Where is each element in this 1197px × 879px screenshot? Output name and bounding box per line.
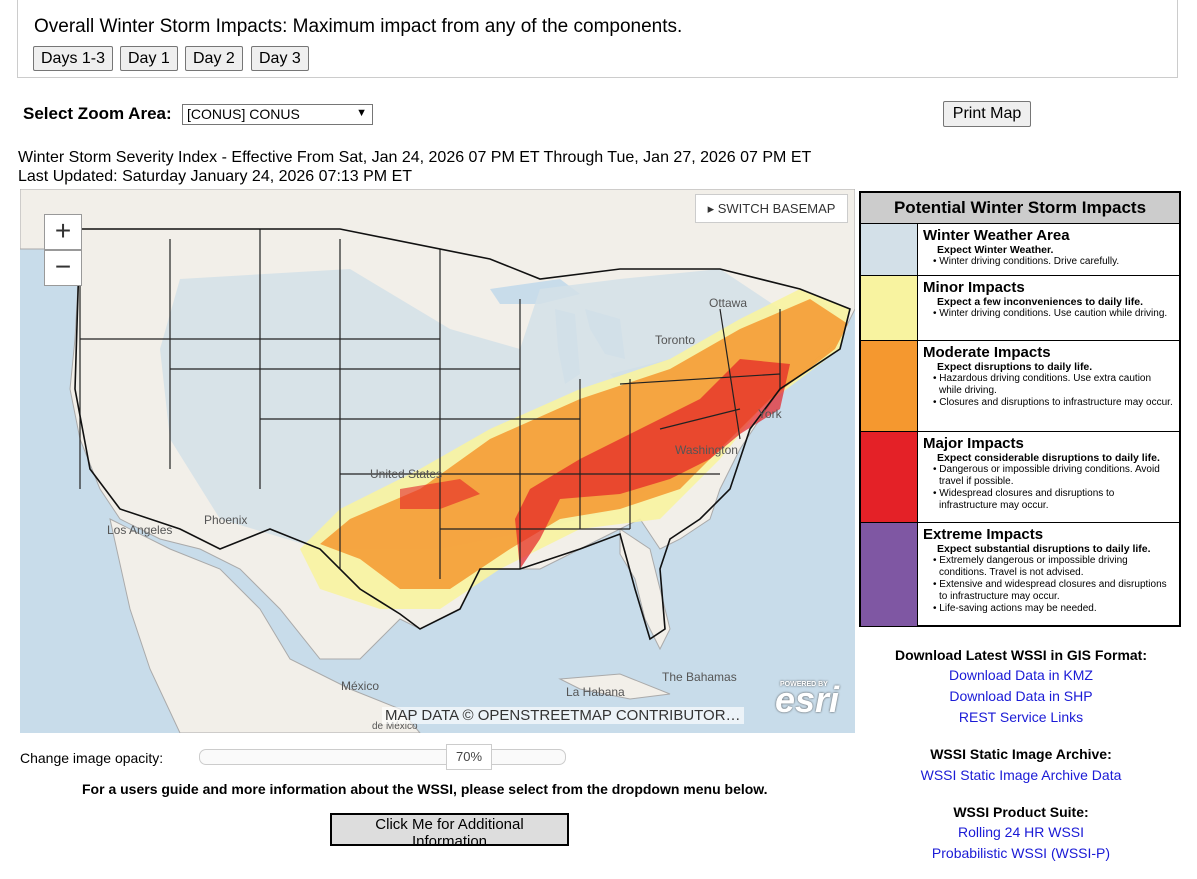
legend-heading: Minor Impacts [923, 279, 1025, 296]
legend-heading: Winter Weather Area [923, 227, 1070, 244]
legend-heading: Extreme Impacts [923, 526, 1044, 543]
map-label-york: York [758, 407, 782, 421]
legend-swatch [861, 224, 918, 276]
guide-text: For a users guide and more information a… [82, 781, 768, 797]
land-cuba [558, 673, 671, 700]
probabilistic-wssi-link[interactable]: Probabilistic WSSI (WSSI-P) [931, 845, 1111, 861]
legend-bullet: • Extensive and widespread closures and … [933, 579, 1167, 602]
legend-subheading: Expect a few inconveniences to daily lif… [937, 296, 1143, 308]
page-title: Overall Winter Storm Impacts: Maximum im… [34, 16, 683, 37]
legend-bullet: • Winter driving conditions. Drive caref… [933, 256, 1120, 267]
land-florida [619, 528, 671, 651]
legend-swatch [861, 276, 918, 341]
archive-heading: WSSI Static Image Archive: [930, 746, 1112, 762]
legend-bullet: • Hazardous driving conditions. Use extr… [933, 373, 1152, 396]
impact-legend: Potential Winter Storm Impacts Winter We… [859, 191, 1181, 627]
legend-bullet: • Extremely dangerous or impossible driv… [933, 555, 1128, 578]
map-zoom-in-button[interactable]: + [44, 214, 82, 250]
day-1-button[interactable]: Day 1 [120, 46, 178, 71]
legend-bullet: • Life-saving actions may be needed. [933, 603, 1097, 614]
legend-bullet: • Winter driving conditions. Use caution… [933, 308, 1168, 319]
map-label-ottawa: Ottawa [709, 296, 748, 310]
zoom-area-select[interactable]: [CONUS] CONUS ▼ [182, 104, 373, 125]
map-label-ciudad-de-mexico: de México [372, 721, 418, 732]
map-label-washington: Washington [675, 443, 738, 457]
legend-heading: Moderate Impacts [923, 344, 1051, 361]
legend-heading: Major Impacts [923, 435, 1024, 452]
legend-row-minor: Minor Impacts Expect a few inconvenience… [861, 275, 1179, 341]
wssi-map[interactable]: + − ▸ SWITCH BASEMAP Ottawa Toronto York… [20, 189, 855, 733]
opacity-slider-handle[interactable]: 70% [446, 744, 492, 770]
esri-powered-label: POWERED BY [780, 681, 828, 688]
download-kmz-link[interactable]: Download Data in KMZ [949, 667, 1093, 683]
legend-title: Potential Winter Storm Impacts [861, 193, 1179, 224]
legend-subheading: Expect considerable disruptions to daily… [937, 452, 1160, 464]
legend-subheading: Expect disruptions to daily life. [937, 361, 1093, 373]
download-heading: Download Latest WSSI in GIS Format: [894, 647, 1147, 663]
map-label-bahamas: The Bahamas [662, 670, 737, 684]
map-label-los-angeles: Los Angeles [107, 523, 173, 537]
download-shp-link[interactable]: Download Data in SHP [949, 688, 1093, 704]
legend-bullet: • Widespread closures and disruptions to… [933, 488, 1115, 511]
effective-period: Winter Storm Severity Index - Effective … [18, 149, 812, 166]
legend-bullet: • Dangerous or impossible driving condit… [933, 464, 1160, 487]
land-mexico [109, 518, 421, 733]
map-label-phoenix: Phoenix [204, 513, 248, 527]
switch-basemap-button[interactable]: ▸ SWITCH BASEMAP [695, 194, 848, 223]
map-label-toronto: Toronto [655, 333, 696, 347]
legend-row-major: Major Impacts Expect considerable disrup… [861, 431, 1179, 523]
days-1-3-button[interactable]: Days 1-3 [33, 46, 114, 71]
day-3-button[interactable]: Day 3 [251, 46, 309, 71]
product-suite-heading: WSSI Product Suite: [953, 804, 1089, 820]
us-outline [74, 228, 851, 641]
legend-subheading: Expect Winter Weather. [937, 244, 1054, 256]
map-label-mexico: México [341, 679, 380, 693]
print-map-button[interactable]: Print Map [943, 101, 1031, 127]
archive-data-link[interactable]: WSSI Static Image Archive Data [920, 767, 1122, 783]
legend-swatch [861, 341, 918, 432]
zoom-area-value: [CONUS] CONUS [187, 106, 300, 122]
day-2-button[interactable]: Day 2 [185, 46, 243, 71]
map-label-united-states: United States [370, 467, 443, 481]
additional-info-button[interactable]: Click Me for Additional Information [330, 813, 569, 850]
legend-row-extreme: Extreme Impacts Expect substantial disru… [861, 522, 1179, 626]
map-attribution[interactable]: MAP DATA © OPENSTREETMAP CONTRIBUTOR… [382, 707, 744, 724]
esri-logo: esri [775, 679, 840, 720]
legend-row-winter-weather: Winter Weather Area Expect Winter Weathe… [861, 223, 1179, 276]
legend-bullet: • Closures and disruptions to infrastruc… [933, 397, 1173, 408]
map-canvas [20, 189, 855, 733]
major-impact-area [515, 359, 790, 569]
top-panel: Overall Winter Storm Impacts: Maximum im… [17, 0, 1178, 78]
opacity-slider-track[interactable] [199, 749, 566, 765]
state-boundaries [79, 229, 781, 579]
rolling-24hr-link[interactable]: Rolling 24 HR WSSI [957, 824, 1085, 840]
opacity-label: Change image opacity: [20, 750, 164, 766]
moderate-impact-area [320, 299, 848, 589]
legend-swatch [861, 523, 918, 626]
map-label-la-habana: La Habana [566, 685, 625, 699]
last-updated: Last Updated: Saturday January 24, 2026 … [18, 168, 413, 185]
zoom-area-label: Select Zoom Area: [23, 104, 172, 123]
map-zoom-out-button[interactable]: − [44, 250, 82, 286]
legend-subheading: Expect substantial disruptions to daily … [937, 543, 1151, 555]
legend-row-moderate: Moderate Impacts Expect disruptions to d… [861, 340, 1179, 432]
chevron-down-icon: ▼ [356, 107, 367, 119]
rest-service-link[interactable]: REST Service Links [958, 709, 1084, 725]
legend-swatch [861, 432, 918, 523]
